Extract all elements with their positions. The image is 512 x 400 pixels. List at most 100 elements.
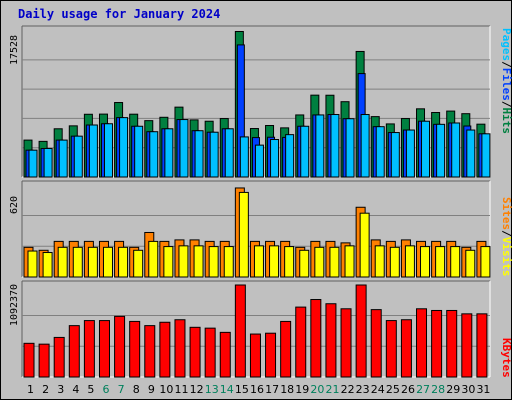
day-label: 19 <box>295 383 309 396</box>
bar-pages <box>390 132 400 178</box>
bar-sites <box>57 246 68 278</box>
bar-sites <box>87 246 98 278</box>
legend-pages-files-hits: Pages/Files/Hits <box>500 28 512 134</box>
bar-kbytes <box>385 320 397 378</box>
day-label: 21 <box>325 383 339 396</box>
day-label: 15 <box>235 383 249 396</box>
bar-pages <box>164 128 174 178</box>
bar-pages <box>103 123 113 178</box>
bar-sites <box>450 246 461 278</box>
bar-pages <box>28 149 38 178</box>
bar-pages <box>285 134 295 178</box>
bar-kbytes <box>144 325 156 378</box>
bar-pages <box>149 131 159 178</box>
day-label: 8 <box>133 383 140 396</box>
bar-pages <box>375 126 385 178</box>
bar-kbytes <box>340 308 352 378</box>
bar-sites <box>420 246 431 278</box>
day-label: 28 <box>431 383 445 396</box>
bar-pages <box>179 119 189 178</box>
day-label: 31 <box>476 383 490 396</box>
legend-visits: Visits <box>500 237 512 277</box>
day-label: 5 <box>87 383 94 396</box>
bar-sites <box>480 246 491 278</box>
bar-sites <box>374 245 385 278</box>
bar-sites <box>193 245 204 278</box>
chart-title: Daily usage for January 2024 <box>18 7 221 21</box>
bar-sites <box>435 246 446 278</box>
day-label: 18 <box>280 383 294 396</box>
bar-kbytes <box>325 303 337 378</box>
bar-pages <box>224 128 234 178</box>
bar-pages <box>119 117 129 178</box>
day-label: 23 <box>356 383 370 396</box>
bar-pages <box>451 122 461 178</box>
bar-pages <box>88 124 98 178</box>
bar-sites <box>359 212 370 278</box>
bar-kbytes <box>280 320 292 378</box>
day-label: 25 <box>386 383 400 396</box>
bar-kbytes <box>53 336 65 378</box>
bar-pages <box>134 125 144 178</box>
bar-kbytes <box>38 343 50 378</box>
day-label: 4 <box>72 383 79 396</box>
bar-kbytes <box>355 284 367 378</box>
day-label: 27 <box>416 383 430 396</box>
bar-kbytes <box>431 309 443 378</box>
bar-pages <box>270 139 280 178</box>
day-label: 24 <box>371 383 385 396</box>
bar-pages <box>43 147 53 178</box>
day-label: 3 <box>57 383 64 396</box>
day-label: 16 <box>250 383 264 396</box>
bar-kbytes <box>265 332 277 378</box>
legend-pages: Pages <box>500 28 512 61</box>
bar-sites <box>223 246 234 278</box>
legend-hits: Hits <box>500 108 512 135</box>
bar-pages <box>360 114 370 178</box>
bar-pages <box>315 114 325 178</box>
bar-pages <box>405 129 415 178</box>
bar-sites <box>404 245 415 278</box>
day-label: 9 <box>148 383 155 396</box>
bar-sites <box>253 245 264 278</box>
bar-kbytes <box>174 319 186 378</box>
bar-pages <box>345 118 355 178</box>
bar-sites <box>329 246 340 278</box>
day-label: 22 <box>341 383 355 396</box>
bar-sites <box>72 246 83 278</box>
bar-kbytes <box>83 320 95 378</box>
bar-sites <box>42 252 53 278</box>
bar-kbytes <box>204 327 216 378</box>
day-label: 7 <box>118 383 125 396</box>
bar-pages <box>209 131 219 178</box>
bar-sites <box>314 246 325 278</box>
day-label: 29 <box>446 383 460 396</box>
bar-kbytes <box>295 306 307 378</box>
bar-sites <box>284 246 295 278</box>
bar-sites <box>163 246 174 278</box>
day-label: 2 <box>42 383 49 396</box>
day-label: 10 <box>159 383 173 396</box>
bar-kbytes <box>189 326 201 378</box>
bar-pages <box>73 135 83 178</box>
day-label: 13 <box>205 383 219 396</box>
bar-sites <box>344 245 355 278</box>
bar-kbytes <box>219 331 231 378</box>
bar-kbytes <box>370 309 382 378</box>
day-label: 26 <box>401 383 415 396</box>
bar-pages <box>194 130 204 178</box>
bar-pages <box>58 139 68 178</box>
bar-sites <box>102 246 113 278</box>
day-label: 14 <box>220 383 234 396</box>
bar-pages <box>300 125 310 178</box>
bar-kbytes <box>98 320 110 378</box>
bar-sites <box>133 249 144 278</box>
bar-sites <box>178 245 189 278</box>
bar-sites <box>118 246 129 278</box>
ymax-label-hits-files-pages: 17528 <box>9 35 20 65</box>
bar-sites <box>465 249 476 278</box>
bar-pages <box>421 120 431 178</box>
bar-kbytes <box>416 308 428 378</box>
bar-pages <box>254 144 264 178</box>
